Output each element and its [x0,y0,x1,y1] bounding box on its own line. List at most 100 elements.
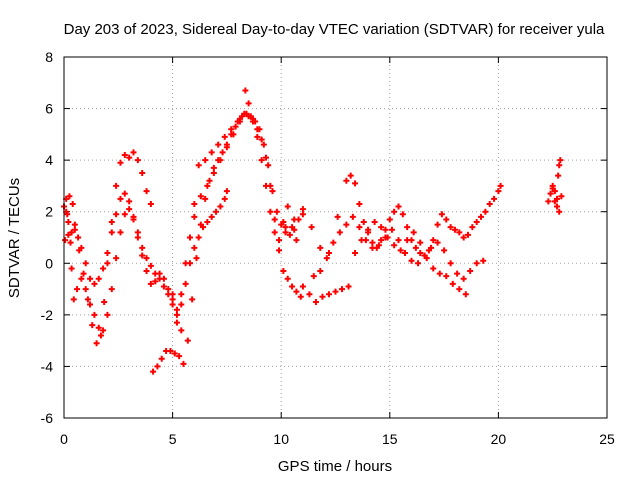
data-point [334,213,341,220]
data-point [486,200,493,207]
data-point [371,219,378,226]
data-point [160,275,167,282]
data-series-track-e [195,110,306,238]
data-point [104,260,111,267]
data-point [165,286,172,293]
data-point [441,247,448,254]
data-point [369,239,376,246]
data-series-track-i [310,213,487,282]
data-point [217,157,224,164]
data-point [62,237,69,244]
chart-title: Day 203 of 2023, Sidereal Day-to-day VTE… [64,21,605,38]
data-point [100,265,107,272]
data-point [117,229,124,236]
data-point [556,208,563,215]
data-point [310,273,317,280]
data-point [89,322,96,329]
data-point [289,283,296,290]
data-point [415,260,422,267]
data-point [293,237,300,244]
data-point [95,275,102,282]
data-point [87,275,94,282]
data-point [147,200,154,207]
data-point [349,213,356,220]
data-point [213,208,220,215]
data-point [369,244,376,251]
data-point [215,141,222,148]
data-point [391,242,398,249]
data-point [143,255,150,262]
data-point [152,278,159,285]
data-point [189,296,196,303]
data-point [434,239,441,246]
data-point [271,216,278,223]
data-point [150,368,157,375]
data-point [202,157,209,164]
data-point [80,270,87,277]
y-tick-label: 0 [45,255,53,271]
data-point [356,200,363,207]
data-point [308,224,315,231]
data-point [399,211,406,218]
data-point [428,244,435,251]
data-point [108,286,115,293]
data-point [130,149,137,156]
data-point [208,149,215,156]
data-point [299,211,306,218]
data-point [126,198,133,205]
data-point [204,182,211,189]
data-point [104,311,111,318]
data-point [202,195,209,202]
data-point [395,237,402,244]
y-axis-label: SDTVAR / TECUs [6,178,23,298]
data-point [325,249,332,256]
data-point [64,211,71,218]
data-point [68,229,75,236]
data-point [360,219,367,226]
data-point [555,172,562,179]
data-point [262,154,269,161]
data-series-track-h [282,172,504,259]
data-point [147,262,154,269]
data-point [497,182,504,189]
y-tick-label: 6 [45,101,53,117]
data-point [78,244,85,251]
data-point [206,177,213,184]
data-point [134,229,141,236]
data-point [66,193,73,200]
data-point [121,151,128,158]
x-axis-label: GPS time / hours [278,458,392,475]
data-point [134,157,141,164]
data-point [395,203,402,210]
data-point [121,211,128,218]
data-point [182,280,189,287]
x-tick-labels: 0 5 10 15 20 25 [60,431,615,447]
data-point [71,226,78,233]
data-point [291,216,298,223]
data-point [325,291,332,298]
x-tick-label: 20 [491,431,507,447]
data-point [557,157,564,164]
data-point [473,260,480,267]
data-point [126,154,133,161]
data-point [347,172,354,179]
data-point [343,177,350,184]
data-point [160,283,167,290]
data-point [69,200,76,207]
data-point [200,224,207,231]
data-point [180,360,187,367]
data-point [330,239,337,246]
data-point [91,311,98,318]
data-point [375,242,382,249]
data-point [113,182,120,189]
data-point [495,188,502,195]
data-point [178,291,185,298]
data-point [197,193,204,200]
data-point [108,219,115,226]
y-tick-labels: -6 -4 -2 0 2 4 6 8 [41,49,54,426]
data-point [221,133,228,140]
data-point [67,239,74,246]
x-tick-label: 0 [60,431,68,447]
data-point [456,229,463,236]
data-point [249,115,256,122]
